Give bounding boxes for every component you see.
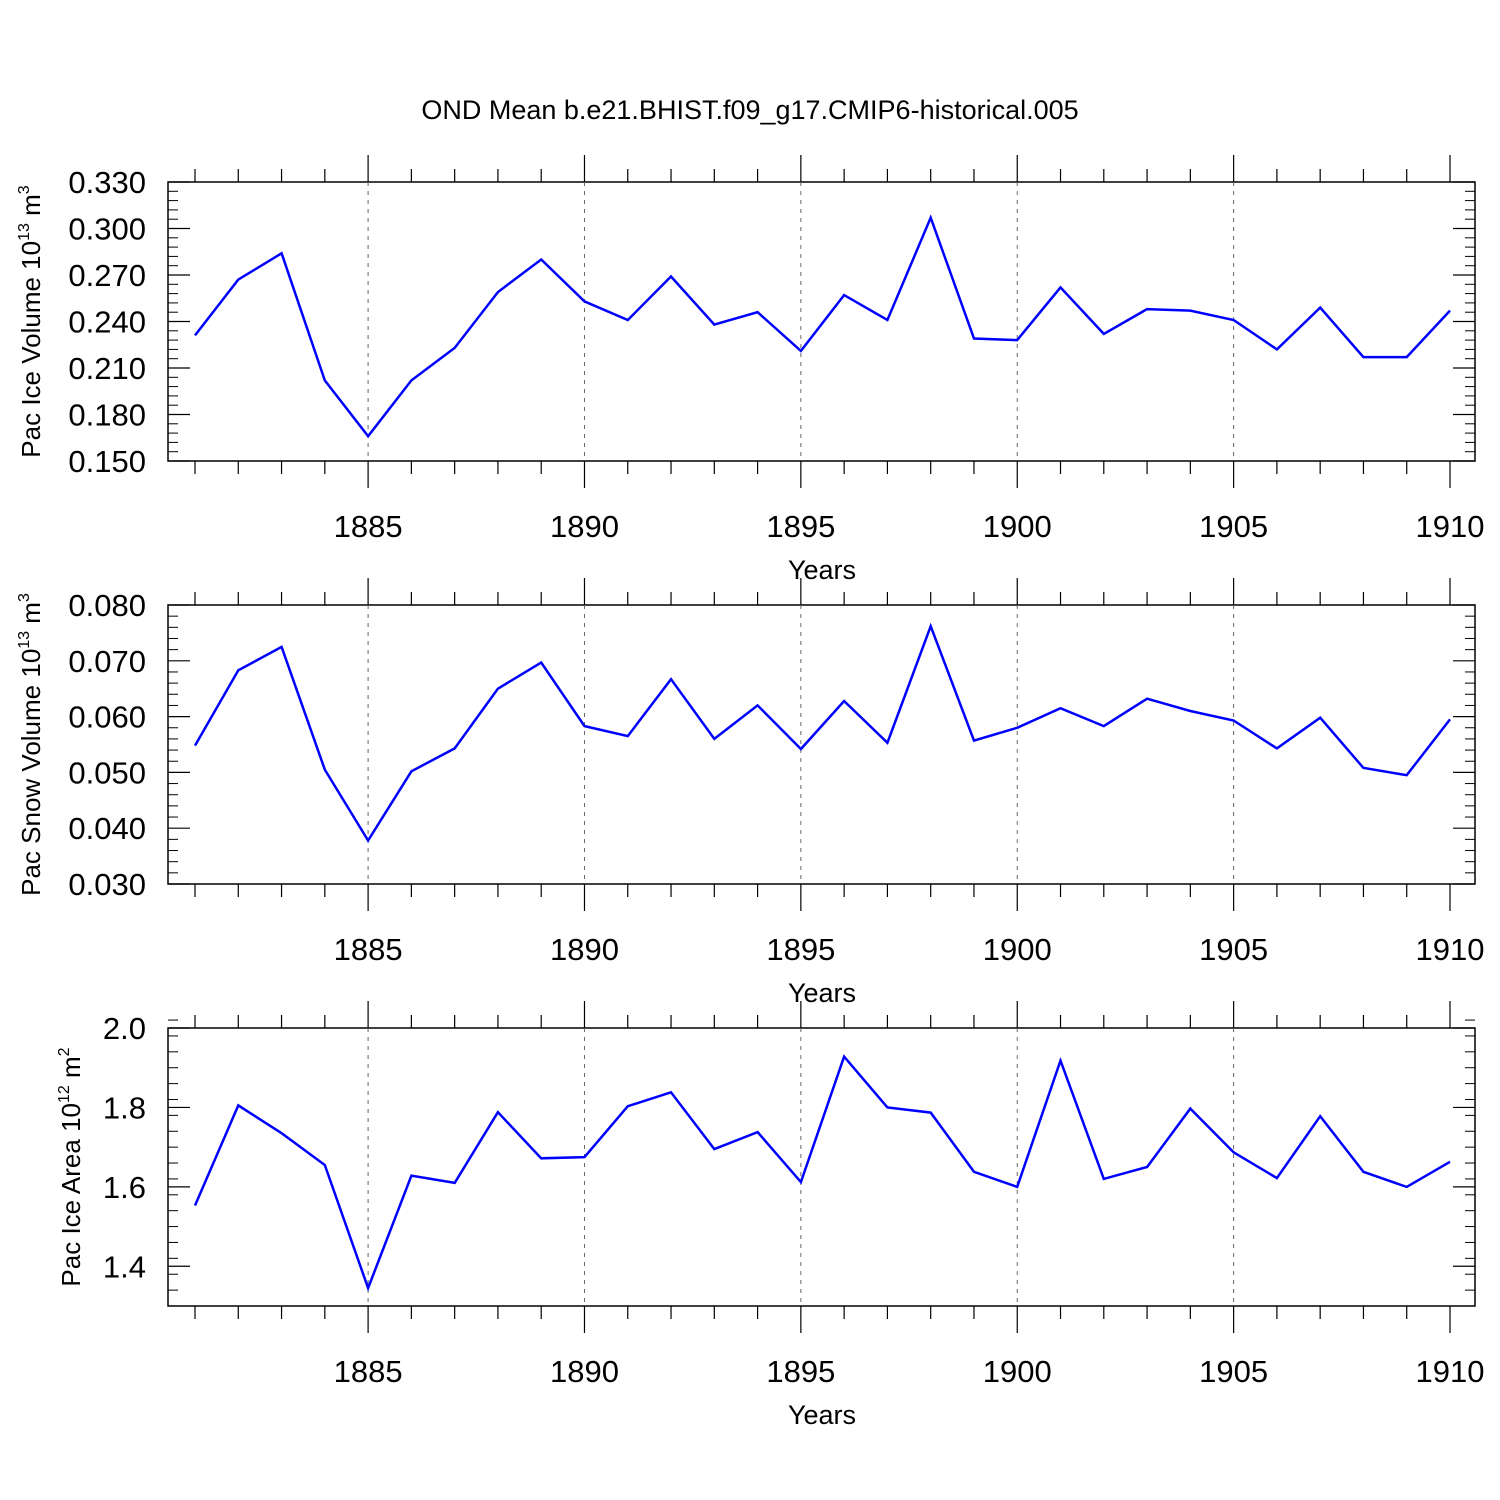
y-tick-label: 0.070 (68, 644, 146, 679)
y-axis-label: Pac Ice Volume 1013 m3 (16, 185, 46, 458)
y-tick-label: 0.030 (68, 867, 146, 902)
x-tick-label: 1905 (1199, 932, 1268, 967)
x-tick-label: 1900 (983, 509, 1052, 544)
y-tick-label: 0.270 (68, 258, 146, 293)
x-tick-label: 1885 (334, 509, 403, 544)
x-tick-label: 1890 (550, 509, 619, 544)
x-axis-label: Years (788, 978, 856, 1008)
x-tick-label: 1885 (334, 1354, 403, 1389)
x-tick-label: 1910 (1416, 509, 1485, 544)
x-tick-label: 1895 (766, 1354, 835, 1389)
y-tick-label: 0.040 (68, 811, 146, 846)
plot-frame (167, 1027, 1476, 1307)
x-tick-label: 1900 (983, 932, 1052, 967)
y-tick-label: 0.300 (68, 212, 146, 247)
x-tick-label: 1900 (983, 1354, 1052, 1389)
x-tick-label: 1910 (1416, 932, 1485, 967)
series-line (193, 622, 1451, 843)
y-tick-label: 1.4 (103, 1249, 146, 1284)
series-line (193, 1054, 1451, 1292)
x-tick-label: 1885 (334, 932, 403, 967)
y-tick-label: 1.6 (103, 1170, 146, 1205)
panel-ice-volume: 1885 1890 1895 1900 1905 1910 Years 0.150 0.180 0… (16, 155, 1484, 585)
y-tick-label: 0.330 (68, 165, 146, 200)
x-axis-label: Years (788, 555, 856, 585)
y-tick-label: 0.150 (68, 444, 146, 479)
figure-title: OND Mean b.e21.BHIST.f09_g17.CMIP6-histo… (421, 95, 1078, 125)
plot-frame (167, 604, 1476, 885)
x-tick-label: 1895 (766, 932, 835, 967)
y-axis-label: Pac Snow Volume 1013 m3 (16, 593, 46, 896)
x-tick-label: 1905 (1199, 1354, 1268, 1389)
y-tick-label: 0.210 (68, 351, 146, 386)
y-tick-label: 0.050 (68, 755, 146, 790)
x-tick-label: 1890 (550, 1354, 619, 1389)
panel-ice-area: 1885 1890 1895 1900 1905 1910 Years 1.4 1.6 1.8 2.… (56, 1001, 1484, 1430)
y-tick-label: 0.240 (68, 305, 146, 340)
panel-snow-volume: 1885 1890 1895 1900 1905 1910 Years 0.030 0.040 0… (16, 578, 1484, 1008)
y-tick-label: 2.0 (103, 1011, 146, 1046)
x-axis-label: Years (788, 1400, 856, 1430)
x-tick-label: 1890 (550, 932, 619, 967)
x-tick-label: 1895 (766, 509, 835, 544)
y-tick-label: 1.8 (103, 1090, 146, 1125)
x-tick-label: 1905 (1199, 509, 1268, 544)
y-tick-label: 0.080 (68, 588, 146, 623)
series-line (194, 214, 1451, 439)
x-tick-label: 1910 (1416, 1354, 1485, 1389)
y-tick-label: 0.180 (68, 398, 146, 433)
y-tick-label: 0.060 (68, 700, 146, 735)
y-axis-label: Pac Ice Area 1012 m2 (56, 1047, 86, 1286)
